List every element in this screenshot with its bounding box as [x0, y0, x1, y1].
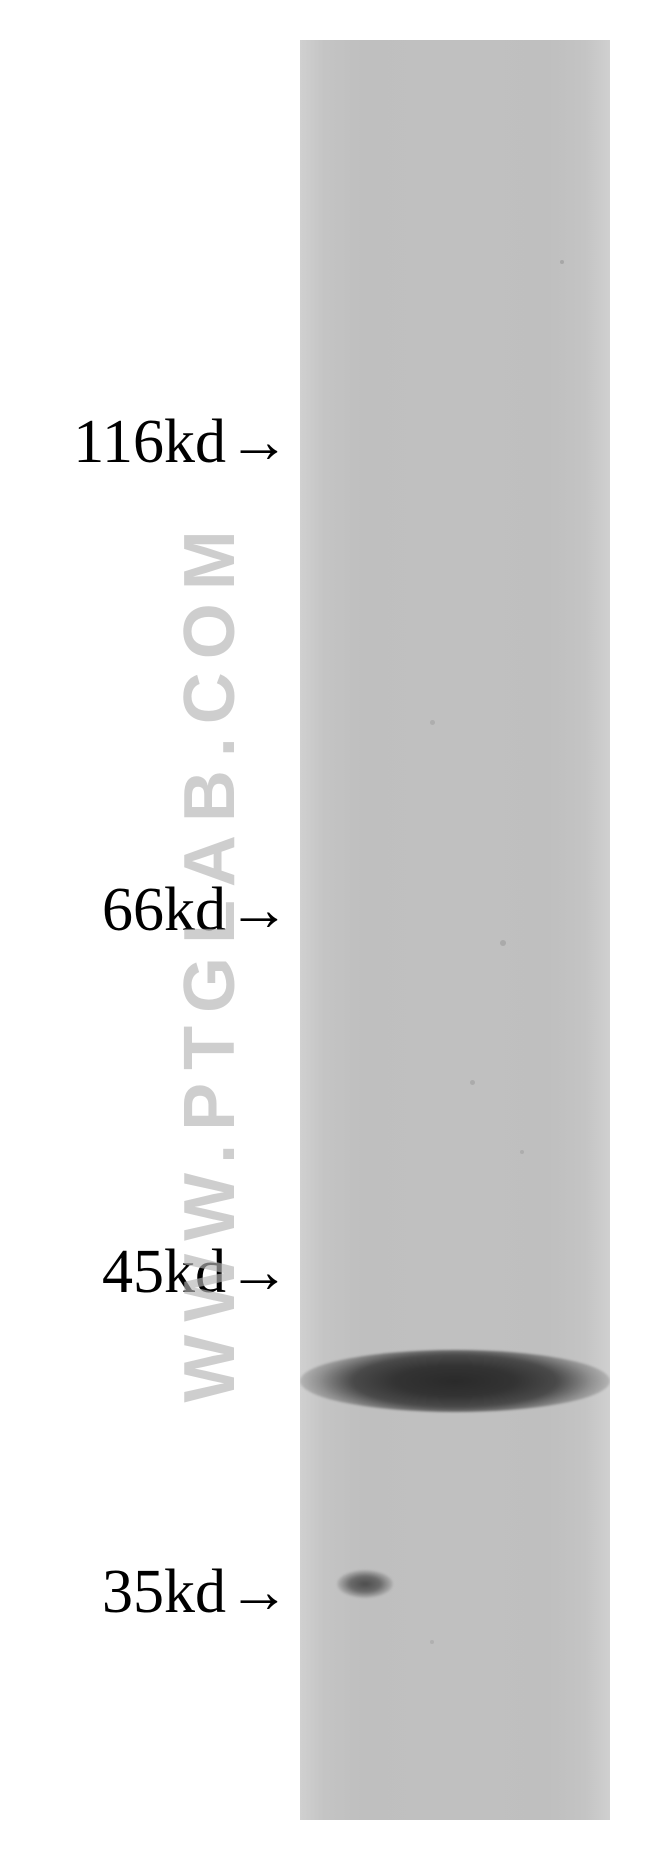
marker-116kd: 116kd→	[0, 411, 290, 473]
arrow-right-icon: →	[228, 1241, 290, 1303]
western-blot-lane	[300, 40, 610, 1820]
arrow-right-icon: →	[228, 1561, 290, 1623]
marker-label-text: 116kd	[73, 411, 226, 473]
noise-speck	[520, 1150, 524, 1154]
marker-45kd: 45kd→	[0, 1241, 290, 1303]
marker-label-text: 66kd	[102, 879, 226, 941]
main-band-42kd	[300, 1350, 610, 1412]
noise-speck	[470, 1080, 475, 1085]
noise-speck	[430, 720, 435, 725]
arrow-right-icon: →	[228, 879, 290, 941]
marker-35kd: 35kd→	[0, 1561, 290, 1623]
marker-label-text: 45kd	[102, 1241, 226, 1303]
marker-66kd: 66kd→	[0, 879, 290, 941]
arrow-right-icon: →	[228, 411, 290, 473]
marker-label-text: 35kd	[102, 1561, 226, 1623]
faint-spot-35kd	[337, 1570, 393, 1598]
noise-speck	[560, 260, 564, 264]
noise-speck	[500, 940, 506, 946]
noise-speck	[430, 1640, 434, 1644]
